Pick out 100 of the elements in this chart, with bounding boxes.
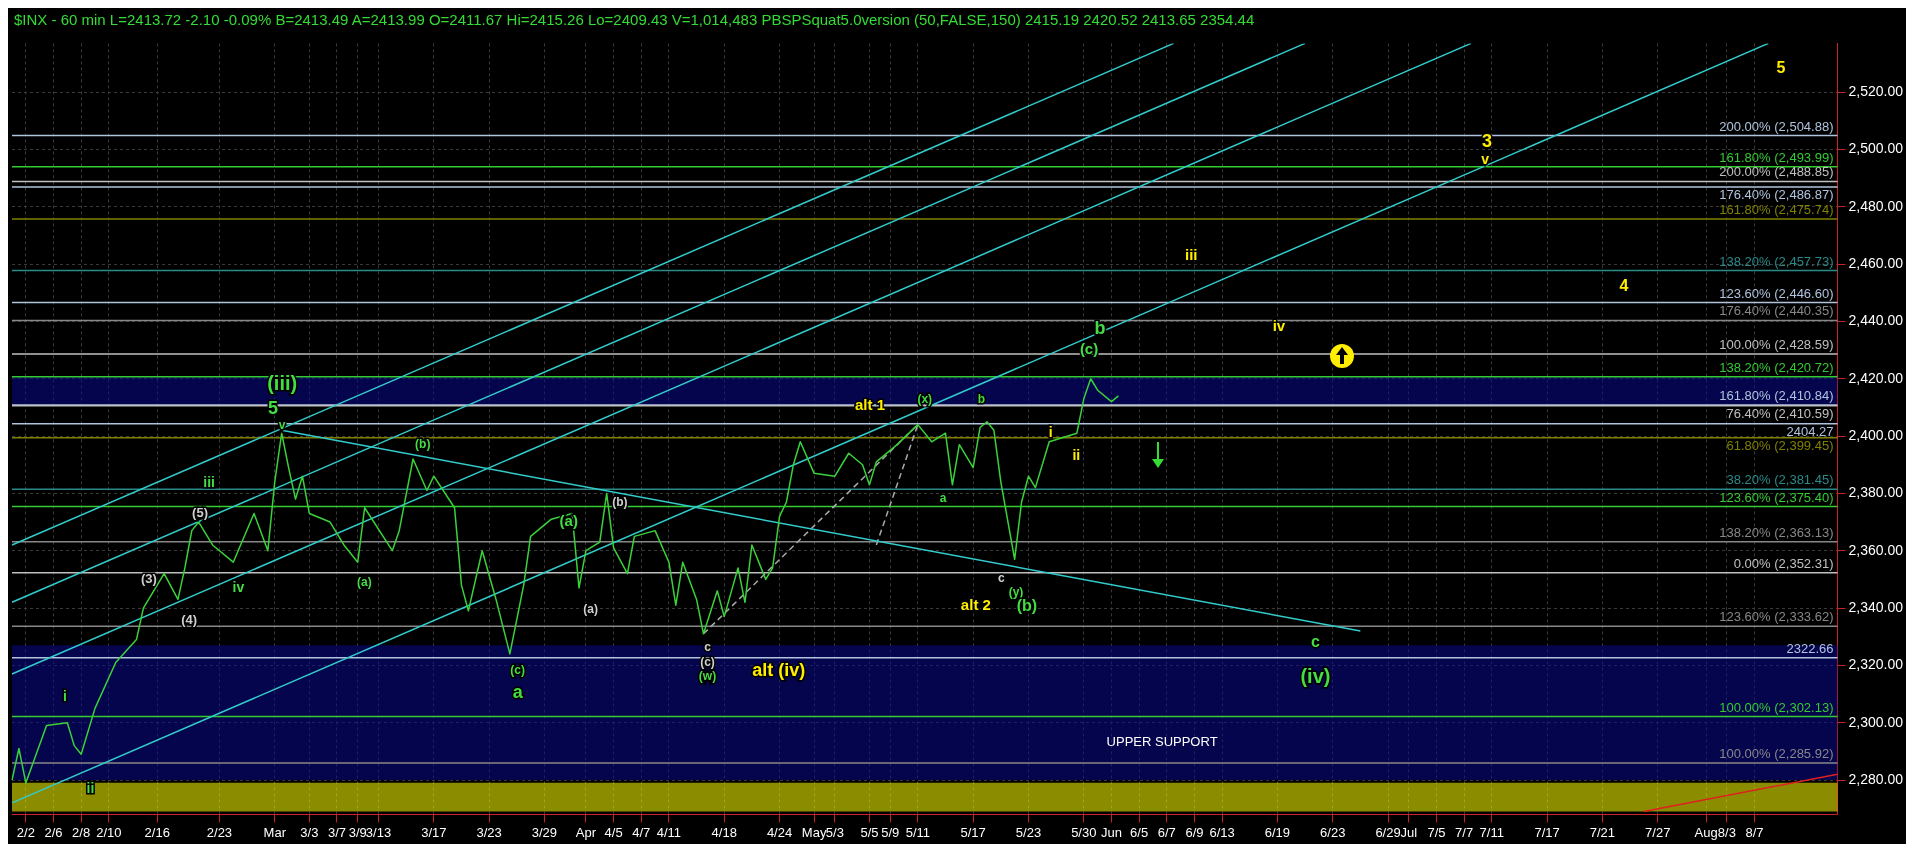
annotation: (c) bbox=[700, 654, 715, 669]
x-tick-label: 6/9 bbox=[1185, 824, 1204, 840]
annotation: (w) bbox=[698, 669, 717, 684]
x-tick-label: 6/7 bbox=[1157, 824, 1176, 840]
ref-line-label: 2404.27 bbox=[1786, 423, 1834, 439]
annotation: v bbox=[1481, 151, 1490, 168]
x-tick-label: 4/11 bbox=[656, 824, 682, 840]
y-tick-label: 2,400.00 bbox=[1848, 426, 1904, 443]
y-tick-label: 2,320.00 bbox=[1848, 656, 1904, 673]
ref-line-label: 200.00% (2,488.85) bbox=[1719, 164, 1834, 180]
x-tick-label: May bbox=[801, 824, 827, 840]
x-tick-label: 2/10 bbox=[96, 824, 122, 840]
ref-line-label: 176.40% (2,440.35) bbox=[1719, 303, 1834, 319]
chart-title: $INX - 60 min L=2413.72 -2.10 -0.09% B=2413.49 A=2413.99 O=2411.67 Hi=2415.26 Lo=2409.43 V=1,014,483 PBSPSquat5.0version (50,FALSE,150) 2415.19 2420.52 2413.65 2354.44 bbox=[13, 10, 1256, 30]
annotation: alt 2 bbox=[960, 596, 991, 614]
annotation: c bbox=[998, 570, 1006, 585]
annotation: (iv) bbox=[1300, 664, 1331, 687]
x-tick-label: 3/29 bbox=[531, 824, 558, 840]
y-tick-label: 2,480.00 bbox=[1848, 197, 1904, 214]
x-tick-label: 4/24 bbox=[766, 824, 793, 840]
annotation: (3) bbox=[140, 570, 157, 586]
x-tick-label: 2/6 bbox=[44, 824, 63, 840]
ref-line-label: 176.40% (2,486.87) bbox=[1719, 187, 1834, 203]
x-tick-label: 3/17 bbox=[421, 824, 447, 840]
y-tick-label: 2,360.00 bbox=[1848, 541, 1904, 558]
ref-line-label: 123.60% (2,446.60) bbox=[1719, 285, 1834, 301]
x-tick-label: 3/9 bbox=[348, 824, 367, 840]
ref-line-label: 123.60% (2,375.40) bbox=[1719, 489, 1834, 505]
x-tick-label: 4/18 bbox=[711, 824, 737, 840]
ref-line-label: 100.00% (2,285.92) bbox=[1719, 746, 1834, 762]
x-tick-label: 5/9 bbox=[881, 824, 900, 840]
annotation: (x) bbox=[917, 391, 933, 406]
ref-line-label: 200.00% (2,504.88) bbox=[1719, 118, 1834, 134]
ref-line-label: 100.00% (2,302.13) bbox=[1719, 699, 1834, 715]
x-tick-label: 2/16 bbox=[144, 824, 170, 840]
y-tick-label: 2,340.00 bbox=[1848, 598, 1904, 615]
x-tick-label: 2/23 bbox=[206, 824, 233, 840]
annotation: i bbox=[62, 688, 67, 705]
annotation: iii bbox=[1185, 245, 1198, 263]
annotation: (y) bbox=[1008, 584, 1024, 599]
ref-line-label: 161.80% (2,493.99) bbox=[1719, 149, 1834, 165]
ref-line-label: 76.40% (2,410.59) bbox=[1726, 405, 1834, 421]
ref-line-label: 138.20% (2,363.13) bbox=[1719, 524, 1834, 540]
annotation: alt (iv) bbox=[752, 659, 806, 680]
y-tick-label: 2,460.00 bbox=[1848, 254, 1904, 271]
ref-line-label: 161.80% (2,410.84) bbox=[1719, 388, 1834, 404]
annotation: (b) bbox=[415, 436, 431, 451]
x-tick-label: 3/13 bbox=[365, 824, 392, 840]
annotation: (iii) bbox=[267, 371, 298, 394]
x-tick-label: Aug bbox=[1694, 824, 1718, 840]
x-tick-label: 7/17 bbox=[1534, 824, 1560, 840]
annotation: (4) bbox=[181, 611, 198, 627]
ref-line-label: 123.60% (2,333.62) bbox=[1719, 609, 1834, 625]
x-tick-label: 6/5 bbox=[1130, 824, 1149, 840]
annotation: 5 bbox=[1776, 59, 1786, 77]
x-tick-label: 6/23 bbox=[1320, 824, 1346, 840]
annotation: (a) bbox=[583, 602, 599, 617]
y-tick-label: 2,520.00 bbox=[1848, 82, 1904, 99]
annotation: iv bbox=[232, 578, 245, 595]
y-tick-label: 2,500.00 bbox=[1848, 140, 1904, 157]
x-tick-label: 4/5 bbox=[604, 824, 623, 840]
ref-line-label: 161.80% (2,475.74) bbox=[1719, 202, 1834, 218]
x-tick-label: 7/5 bbox=[1427, 824, 1446, 840]
annotation: ii bbox=[86, 779, 95, 796]
ref-line-label: 61.80% (2,399.45) bbox=[1726, 437, 1834, 453]
x-tick-label: 4/7 bbox=[632, 824, 651, 840]
x-tick-label: Jul bbox=[1400, 824, 1418, 840]
x-tick-label: 2/8 bbox=[72, 824, 91, 840]
ref-line-label: 0.00% (2,352.31) bbox=[1733, 555, 1834, 571]
annotation: ii bbox=[1072, 446, 1081, 463]
x-tick-label: 5/5 bbox=[860, 824, 879, 840]
annotation: (c) bbox=[1079, 340, 1099, 358]
annotation: iv bbox=[1272, 317, 1286, 335]
y-tick-label: 2,420.00 bbox=[1848, 369, 1904, 386]
x-tick-label: 3/7 bbox=[327, 824, 347, 840]
y-tick-label: 2,280.00 bbox=[1848, 770, 1904, 787]
ref-line-label: 38.20% (2,381.45) bbox=[1726, 472, 1834, 488]
annotation: a bbox=[512, 681, 524, 702]
band-label: UPPER SUPPORT bbox=[1106, 733, 1218, 749]
annotation: c bbox=[704, 640, 712, 655]
annotation: b bbox=[977, 391, 986, 406]
annotation: (b) bbox=[612, 495, 628, 510]
ref-line-label: 100.00% (2,428.59) bbox=[1719, 337, 1834, 353]
x-tick-label: 5/30 bbox=[1071, 824, 1097, 840]
x-tick-label: 8/3 bbox=[1717, 824, 1736, 840]
annotation: i bbox=[1048, 424, 1053, 441]
x-tick-label: 3/23 bbox=[476, 824, 502, 840]
annotation: (a) bbox=[356, 575, 372, 590]
x-tick-label: 7/7 bbox=[1455, 824, 1474, 840]
annotation: a bbox=[939, 490, 947, 505]
x-tick-label: 6/29 bbox=[1375, 824, 1401, 840]
x-tick-label: 8/7 bbox=[1745, 824, 1764, 840]
x-tick-label: 3/3 bbox=[300, 824, 319, 840]
ref-line-label: 2322.66 bbox=[1786, 640, 1834, 656]
ref-line-label: 138.20% (2,457.73) bbox=[1719, 253, 1834, 269]
y-tick-label: 2,300.00 bbox=[1848, 713, 1904, 730]
y-tick-label: 2,380.00 bbox=[1848, 484, 1904, 501]
y-tick-label: 2,440.00 bbox=[1848, 312, 1904, 329]
x-tick-label: Jun bbox=[1100, 824, 1122, 840]
x-tick-label: 5/3 bbox=[825, 824, 844, 840]
